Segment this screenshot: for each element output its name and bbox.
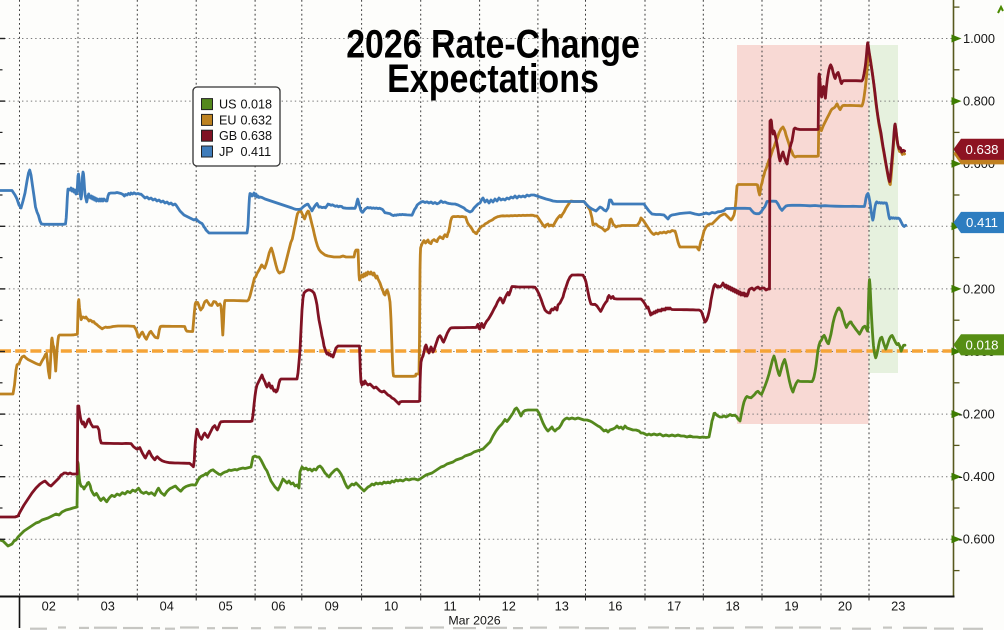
svg-text:20: 20 (838, 599, 852, 614)
svg-text:0.800: 0.800 (963, 94, 995, 109)
svg-text:US: US (219, 98, 237, 112)
svg-text:12: 12 (502, 599, 516, 614)
svg-text:23: 23 (891, 599, 905, 614)
svg-text:02: 02 (42, 599, 56, 614)
svg-text:-0.400: -0.400 (959, 469, 995, 484)
svg-text:0.638: 0.638 (241, 129, 273, 143)
svg-text:Expectations: Expectations (387, 55, 599, 100)
svg-text:11: 11 (443, 599, 456, 614)
svg-text:0.632: 0.632 (241, 113, 273, 127)
svg-text:-0.200: -0.200 (959, 407, 995, 422)
svg-text:0.018: 0.018 (241, 98, 273, 112)
svg-text:-0.600: -0.600 (959, 532, 995, 547)
svg-text:16: 16 (608, 599, 622, 614)
svg-text:03: 03 (101, 599, 115, 614)
svg-text:10: 10 (384, 599, 398, 614)
svg-text:05: 05 (218, 599, 232, 614)
svg-text:0.411: 0.411 (966, 215, 998, 230)
svg-text:EU: EU (219, 113, 237, 127)
svg-text:0.200: 0.200 (963, 281, 995, 296)
svg-text:0.411: 0.411 (241, 145, 272, 159)
svg-text:GB: GB (219, 129, 237, 143)
svg-text:09: 09 (325, 599, 339, 614)
svg-text:13: 13 (555, 599, 569, 614)
svg-text:JP: JP (219, 145, 234, 159)
svg-text:2026 Rate-Change: 2026 Rate-Change (346, 21, 640, 66)
svg-text:18: 18 (725, 599, 739, 614)
svg-text:04: 04 (160, 599, 174, 614)
svg-text:Mar 2026: Mar 2026 (448, 614, 500, 628)
svg-text:06: 06 (271, 599, 285, 614)
svg-text:0.638: 0.638 (965, 142, 998, 157)
svg-text:19: 19 (784, 599, 798, 614)
svg-text:1.000: 1.000 (963, 31, 995, 46)
svg-text:0.018: 0.018 (965, 337, 998, 352)
svg-text:17: 17 (667, 599, 681, 614)
